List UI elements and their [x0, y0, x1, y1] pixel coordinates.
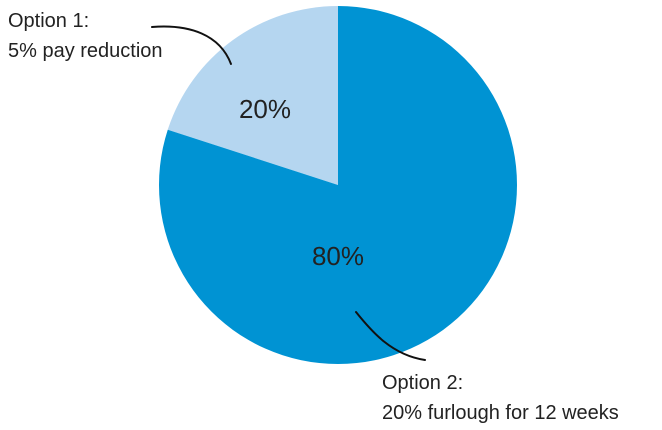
leader-line-option-2 — [355, 311, 426, 361]
slice-category-label-line: 5% pay reduction — [8, 40, 163, 62]
slice-category-label-option-1: Option 1: 5% pay reduction — [8, 10, 163, 62]
slice-category-label-line: Option 2: — [382, 372, 463, 394]
leader-lines — [151, 25, 426, 361]
leader-line-option-1 — [151, 25, 232, 65]
slices — [159, 6, 518, 364]
slice-category-labels: Option 1: 5% pay reduction Option 2: 20% fu… — [8, 10, 619, 424]
slice-value-labels: 20% 80% — [239, 94, 364, 271]
pie-slice-option-1 — [167, 6, 338, 185]
slice-value-label-option-1: 20% — [239, 94, 291, 124]
pie-slice-option-2 — [159, 6, 518, 364]
slice-value-label-option-2: 80% — [312, 241, 364, 271]
slice-category-label-line: 20% furlough for 12 weeks — [382, 402, 619, 424]
slice-category-label-option-2: Option 2: 20% furlough for 12 weeks — [382, 372, 619, 424]
slice-category-label-line: Option 1: — [8, 10, 89, 32]
